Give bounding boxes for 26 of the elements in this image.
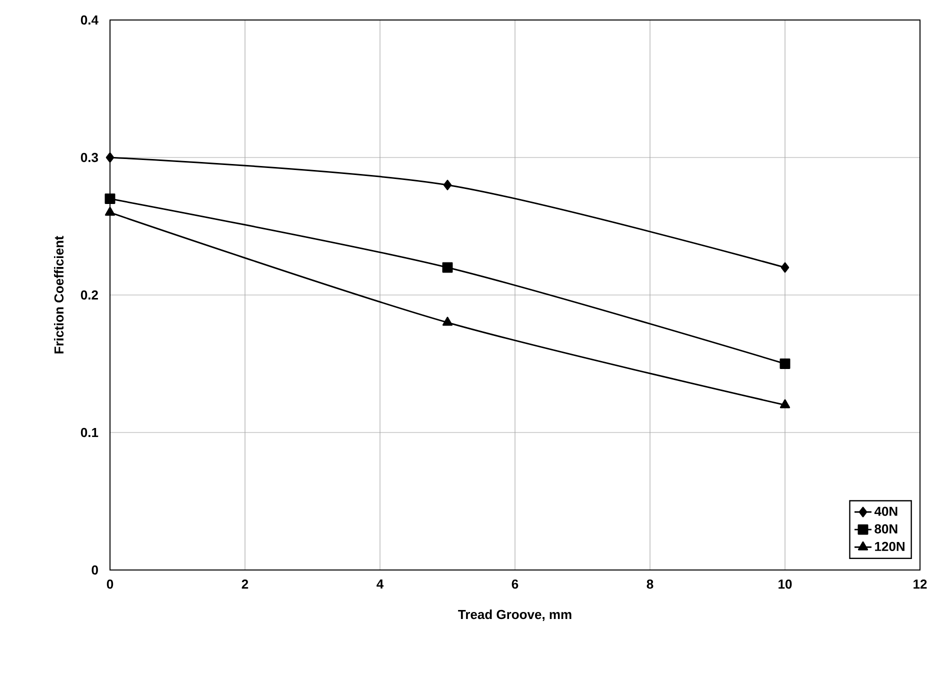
point [104,194,116,204]
x-tick-label: 6 [512,580,518,589]
x-tick-label: 0 [106,580,114,589]
y-axis-title: Friction Coefficient [54,236,64,354]
point [780,262,790,273]
x-tick-label: 4 [376,580,384,588]
y-tick-label: 0.1 [80,428,98,438]
legend-label: 120N [875,542,904,552]
legend-label: 80N [874,524,898,534]
y-tick-label: 0.3 [80,152,98,162]
point [443,180,452,190]
point [780,358,790,369]
point [106,152,114,163]
point [442,262,453,273]
x-tick-label: 2 [242,580,248,589]
y-tick-label: 0.4 [80,15,98,25]
x-axis-title: Tread Groove, mm [458,610,572,621]
x-tick-label: 12 [914,580,927,589]
y-tick-label: 0 [92,565,98,575]
x-tick-label: 8 [646,580,654,589]
x-tick-label: 10 [778,580,792,589]
legend-label: 40N [874,506,898,516]
point [442,316,453,326]
y-tick-label: 0.2 [80,290,98,300]
point [780,399,790,408]
point [104,206,116,216]
